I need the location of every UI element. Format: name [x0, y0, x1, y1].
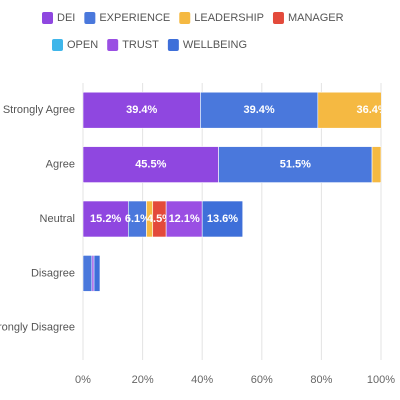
- y-tick-label: Strongly Agree: [3, 104, 75, 116]
- data-label: 39.4%: [244, 104, 275, 116]
- legend-swatch: [107, 39, 119, 51]
- legend-swatch: [42, 12, 53, 24]
- x-tick-label: 20%: [132, 374, 154, 386]
- legend-label: TRUST: [122, 39, 159, 51]
- legend-item: WELLBEING: [167, 39, 247, 51]
- bar-segment: [83, 146, 219, 183]
- legend-item: EXPERIENCE: [84, 12, 170, 24]
- y-tick-label: Disagree: [31, 267, 75, 279]
- legend-swatch: [167, 39, 179, 51]
- bar-segment: [200, 91, 319, 129]
- x-tick-label: 40%: [191, 374, 213, 386]
- bar-segment: [83, 91, 201, 129]
- x-tick-label: 0%: [75, 374, 91, 386]
- y-tick-label: Neutral: [40, 213, 75, 225]
- data-label: 36.4%: [356, 104, 387, 116]
- x-tick-label: 60%: [251, 374, 273, 386]
- x-tick-label: 80%: [310, 374, 332, 386]
- bar-segment: [371, 146, 381, 183]
- legend-swatch: [84, 12, 96, 24]
- legend-label: OPEN: [67, 39, 98, 51]
- legend-item: DEI: [42, 12, 75, 24]
- bar-segment: [93, 255, 101, 292]
- legend-label: WELLBEING: [183, 39, 247, 51]
- legend-label: LEADERSHIP: [194, 12, 264, 24]
- bar-segment: [165, 200, 203, 238]
- data-label: 39.4%: [126, 104, 157, 116]
- bar-segment: [91, 255, 95, 292]
- legend-label: EXPERIENCE: [99, 12, 170, 24]
- bar-segment: [317, 91, 381, 129]
- data-label: 12.1%: [169, 213, 200, 225]
- legend-label: DEI: [57, 12, 75, 24]
- legend-swatch: [52, 39, 63, 51]
- x-tick-label: 100%: [367, 374, 395, 386]
- data-label: 6.1%: [125, 213, 150, 225]
- legend-item: OPEN: [52, 39, 98, 51]
- y-tick-label: Agree: [46, 159, 75, 171]
- grid: 0% 20% 40% 60% 80% 100% Strongly Agree Agree Neu…: [0, 83, 395, 386]
- bar-segment: [83, 255, 93, 292]
- data-label: 51.5%: [280, 159, 311, 171]
- legend: DEI EXPERIENCE LEADERSHIP MANAGER OPEN TRUST W…: [42, 12, 344, 51]
- legend-item: TRUST: [107, 39, 159, 51]
- data-label: 15.2%: [90, 213, 121, 225]
- y-tick-label: Strongly Disagree: [0, 322, 75, 334]
- plot-area: 39.4% 39.4% 36.4%45.5% 51.5%15.2% 6.1%4.5%12…: [83, 91, 387, 292]
- legend-swatch: [179, 12, 191, 24]
- bar-segment: [201, 200, 244, 238]
- legend-item: LEADERSHIP: [179, 12, 264, 24]
- legend-item: MANAGER: [272, 12, 344, 24]
- bar-segment: [83, 200, 129, 238]
- bar-segment: [218, 146, 373, 183]
- legend-swatch: [272, 12, 284, 24]
- data-label: 45.5%: [135, 159, 166, 171]
- data-label: 13.6%: [207, 213, 238, 225]
- legend-label: MANAGER: [288, 12, 344, 24]
